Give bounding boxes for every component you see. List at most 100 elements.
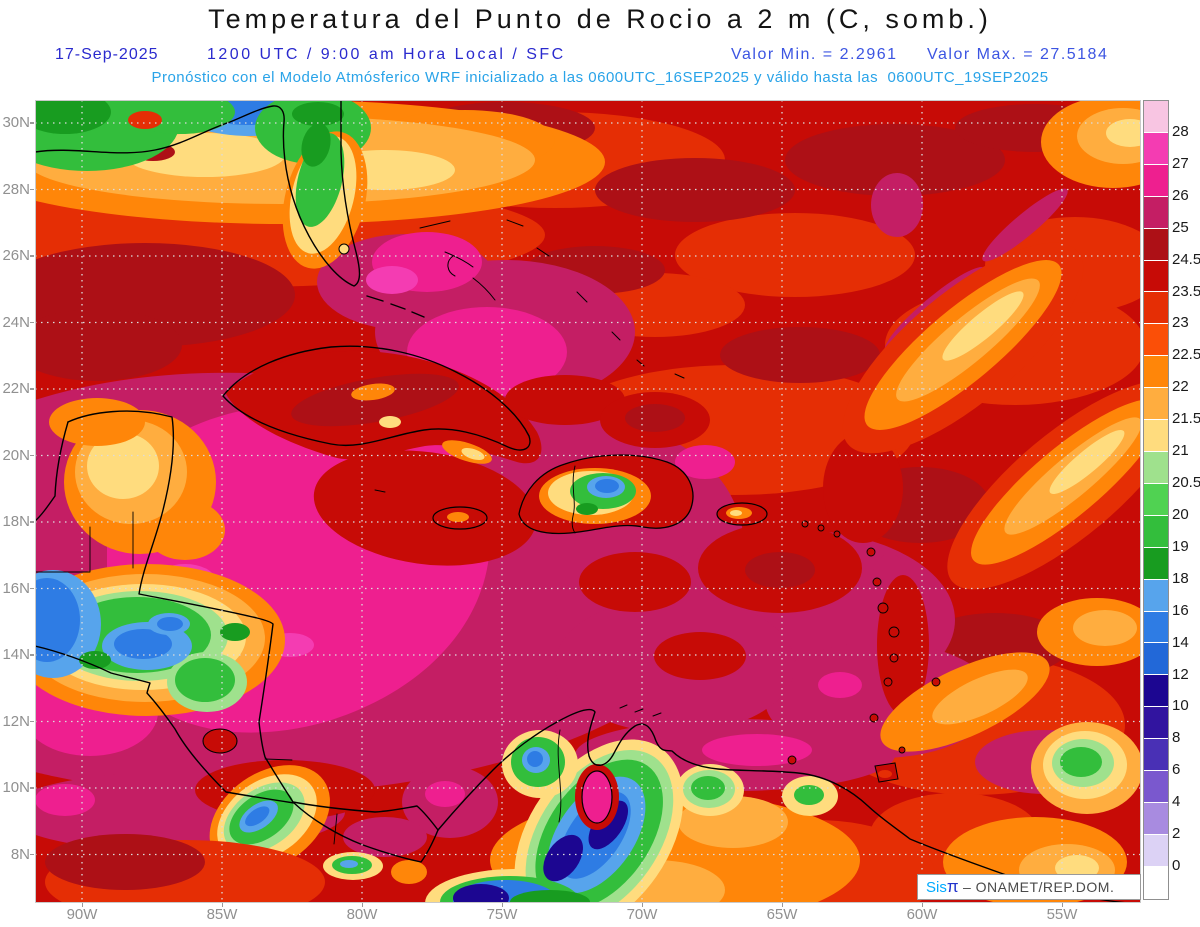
lat-tick	[30, 720, 34, 722]
map-plot-area	[0, 79, 1187, 927]
watermark-org: – ONAMET/REP.DOM.	[958, 879, 1115, 895]
value-max-label: Valor Max. = 27.5184	[927, 46, 1109, 63]
colorbar-segment	[1144, 739, 1168, 772]
colorbar	[1143, 100, 1169, 900]
colorbar-label: 26	[1172, 186, 1189, 204]
lat-tick	[30, 853, 34, 855]
colorbar-label: 18	[1172, 569, 1189, 587]
watermark: Sisπ – ONAMET/REP.DOM.	[917, 874, 1141, 900]
lat-tick	[30, 321, 34, 323]
lon-tick	[1061, 903, 1063, 907]
colorbar-label: 8	[1172, 729, 1181, 747]
lat-tick-label: 20N	[2, 446, 30, 464]
lat-tick-label: 18N	[2, 513, 30, 530]
lat-tick-label: 30N	[2, 114, 30, 131]
colorbar-segment	[1144, 707, 1168, 740]
colorbar-segment	[1144, 611, 1168, 644]
colorbar-label: 19	[1172, 537, 1189, 555]
valid-time: 1200 UTC / 9:00 am Hora Local / SFC	[207, 46, 566, 63]
colorbar-segment	[1144, 132, 1168, 165]
colorbar-label: 10	[1172, 697, 1189, 715]
colorbar-segment	[1144, 420, 1168, 452]
lon-tick	[221, 903, 223, 907]
colorbar-segment	[1144, 164, 1168, 197]
colorbar-segment	[1144, 866, 1168, 899]
lon-tick-label: 90W	[66, 906, 98, 923]
colorbar-label: 25	[1172, 218, 1189, 236]
colorbar-label: 27	[1172, 154, 1189, 172]
colorbar-label: 24.5	[1172, 250, 1200, 268]
lon-tick-label: 70W	[626, 906, 658, 923]
lon-tick-label: 85W	[206, 906, 238, 923]
lat-tick	[30, 654, 34, 656]
colorbar-segment	[1144, 515, 1168, 548]
colorbar-label: 2	[1172, 825, 1181, 843]
lat-tick-label: 14N	[2, 646, 30, 663]
colorbar-label: 21	[1172, 442, 1189, 460]
lon-tick-label: 75W	[486, 906, 518, 923]
lat-tick-label: 26N	[2, 247, 30, 264]
colorbar-label: 12	[1172, 665, 1189, 683]
colorbar-segment	[1144, 451, 1168, 484]
lat-tick	[30, 587, 34, 589]
watermark-pi-icon: π	[946, 877, 959, 896]
colorbar-segment	[1144, 834, 1168, 867]
lat-tick	[30, 521, 34, 523]
colorbar-label: 23	[1172, 314, 1189, 332]
lat-tick-label: 8N	[10, 845, 30, 863]
colorbar-segment	[1144, 771, 1168, 803]
lon-tick-label: 65W	[766, 906, 798, 923]
colorbar-label: 0	[1172, 857, 1181, 875]
lon-tick-label: 55W	[1046, 906, 1078, 923]
lon-tick	[361, 903, 363, 907]
lat-tick	[30, 188, 34, 190]
lat-tick	[30, 388, 34, 390]
colorbar-segment	[1144, 388, 1168, 421]
lat-tick-label: 24N	[2, 313, 30, 331]
colorbar-label: 20.5	[1172, 474, 1200, 492]
lon-tick-label: 60W	[906, 906, 938, 923]
colorbar-label: 4	[1172, 793, 1181, 811]
page-title: Temperatura del Punto de Rocio a 2 m (C,…	[208, 4, 992, 34]
colorbar-segment	[1144, 356, 1168, 389]
valid-date: 17-Sep-2025	[55, 46, 159, 63]
colorbar-label: 6	[1172, 761, 1181, 779]
colorbar-label: 20	[1172, 505, 1189, 523]
colorbar-segment	[1144, 324, 1168, 357]
colorbar-label: 28	[1172, 122, 1189, 140]
colorbar-label: 22	[1172, 378, 1189, 396]
lon-tick	[501, 903, 503, 907]
lon-tick	[781, 903, 783, 907]
forecast-subtitle: Pronóstico con el Modelo Atmósferico WRF…	[151, 69, 1049, 86]
colorbar-segment	[1144, 579, 1168, 612]
lon-tick	[641, 903, 643, 907]
lon-tick	[921, 903, 923, 907]
colorbar-segment	[1144, 547, 1168, 580]
value-min-label: Valor Min. = 2.2961	[731, 46, 898, 63]
lat-tick	[30, 122, 34, 124]
colorbar-label: 14	[1172, 633, 1189, 651]
lon-tick-label: 80W	[346, 906, 378, 923]
lat-tick-label: 12N	[2, 712, 30, 730]
lat-tick-label: 10N	[2, 779, 30, 796]
watermark-sis: Sis	[926, 879, 947, 896]
colorbar-segment	[1144, 483, 1168, 516]
colorbar-label: 23.5	[1172, 282, 1200, 300]
lat-tick	[30, 787, 34, 789]
lat-tick	[30, 454, 34, 456]
map-canvas	[0, 79, 1187, 927]
colorbar-segment	[1144, 228, 1168, 261]
colorbar-label: 22.5	[1172, 346, 1200, 364]
colorbar-segment	[1144, 643, 1168, 676]
lat-tick-label: 16N	[2, 579, 30, 597]
colorbar-segment	[1144, 260, 1168, 293]
colorbar-label: 21.5	[1172, 410, 1200, 428]
colorbar-segment	[1144, 196, 1168, 229]
colorbar-segment	[1144, 292, 1168, 325]
colorbar-segment	[1144, 802, 1168, 835]
lat-tick-label: 28N	[2, 180, 30, 198]
colorbar-segment	[1144, 101, 1168, 133]
colorbar-label: 16	[1172, 601, 1189, 619]
lat-tick-label: 22N	[2, 380, 30, 397]
